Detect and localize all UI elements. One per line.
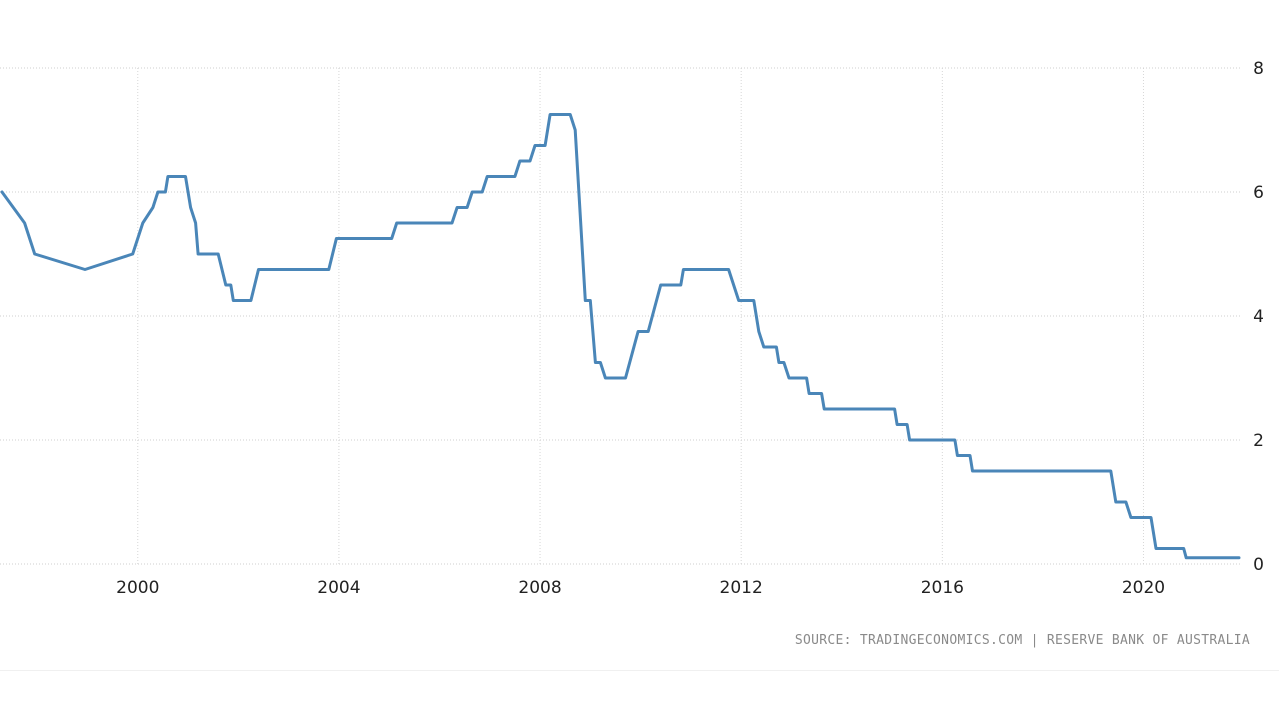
x-tick-label: 2008 [518, 578, 561, 598]
x-tick-label: 2020 [1122, 578, 1165, 598]
y-tick-label: 0 [1253, 555, 1264, 575]
x-tick-label: 2012 [720, 578, 763, 598]
x-axis: 2000 2004 2008 2012 2016 2020 [116, 578, 1165, 598]
y-tick-label: 6 [1253, 183, 1264, 203]
series-layer [0, 113, 1241, 560]
bottom-divider [0, 670, 1279, 671]
x-tick-label: 2000 [116, 578, 159, 598]
y-axis: 8 6 4 2 0 [1253, 59, 1264, 575]
grid-lines [0, 67, 1241, 565]
x-tick-label: 2016 [921, 578, 964, 598]
x-tick-label: 2004 [317, 578, 360, 598]
y-tick-label: 2 [1253, 431, 1264, 451]
series-line [0, 113, 1241, 560]
y-tick-label: 8 [1253, 59, 1264, 79]
source-attribution: SOURCE: TRADINGECONOMICS.COM | RESERVE B… [794, 633, 1250, 648]
y-tick-label: 4 [1253, 307, 1264, 327]
